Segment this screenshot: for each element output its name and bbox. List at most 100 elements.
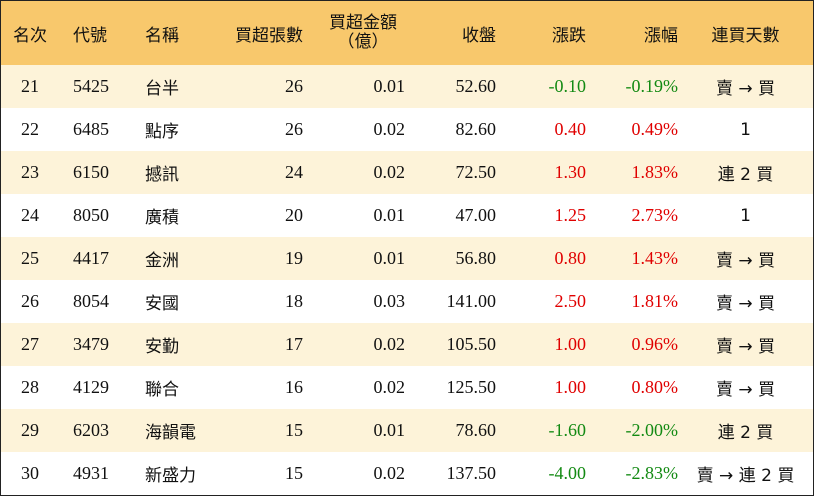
lots-cell: 26 [285,119,303,139]
table-row: 27 3479 安勤 17 0.02 105.50 1.00 0.96% 賣 → 買 [1,323,813,366]
name-cell: 撼訊 [145,165,179,185]
table-row: 22 6485 點序 26 0.02 82.60 0.40 0.49% 1 [1,108,813,151]
code-cell: 5425 [73,76,109,96]
change-cell: -0.10 [548,76,587,96]
lots-cell: 24 [285,162,303,182]
close-cell: 78.60 [455,420,497,440]
amount-cell: 0.01 [373,420,406,440]
close-cell: 105.50 [446,334,497,354]
close-cell: 56.80 [455,248,497,268]
table-header: 名次 代號 名稱 買超張數 買超金額 （億） 收盤 漲跌 漲幅 連買天數 [1,1,813,65]
pct-cell: 1.83% [631,162,679,182]
lots-cell: 15 [285,420,303,440]
close-cell: 52.60 [455,76,497,96]
rank-cell: 21 [21,76,39,96]
pct-cell: -2.00% [625,420,679,440]
change-cell: -4.00 [548,463,587,483]
amount-cell: 0.02 [373,162,406,182]
header-code: 代號 [73,25,107,46]
pct-cell: 2.73% [631,205,679,225]
pct-cell: -0.19% [625,76,679,96]
header-net-buy-lots: 買超張數 [235,25,303,46]
pct-cell: 1.43% [631,248,679,268]
table-row: 30 4931 新盛力 15 0.02 137.50 -4.00 -2.83% 賣 → 連 2 … [1,452,813,495]
amount-cell: 0.01 [373,248,406,268]
code-cell: 6150 [73,162,109,182]
streak-cell: 賣 → 買 [715,337,776,357]
rank-cell: 26 [21,291,39,311]
pct-cell: -2.83% [625,463,679,483]
name-cell: 台半 [145,79,179,99]
pct-cell: 0.96% [631,334,679,354]
name-cell: 廣積 [145,208,179,228]
header-streak: 連買天數 [711,25,780,46]
name-cell: 金洲 [145,251,179,271]
header-amount-unit: （億） [337,32,389,52]
header-name: 名稱 [145,25,179,46]
table-row: 26 8054 安國 18 0.03 141.00 2.50 1.81% 賣 → 買 [1,280,813,323]
change-cell: 1.25 [554,205,587,225]
code-cell: 6203 [73,420,109,440]
pct-cell: 0.80% [631,377,679,397]
name-cell: 海韻電 [145,423,196,443]
code-cell: 4931 [73,463,109,483]
header-change-pct: 漲幅 [644,25,678,46]
amount-cell: 0.02 [373,119,406,139]
lots-cell: 18 [285,291,303,311]
lots-cell: 17 [285,334,303,354]
code-cell: 8054 [73,291,109,311]
amount-cell: 0.02 [373,377,406,397]
table-row: 23 6150 撼訊 24 0.02 72.50 1.30 1.83% 連 2 買 [1,151,813,194]
code-cell: 6485 [73,119,109,139]
change-cell: 1.00 [554,334,587,354]
name-cell: 安國 [145,294,179,314]
code-cell: 4129 [73,377,109,397]
name-cell: 安勤 [145,337,179,357]
streak-cell: 賣 → 買 [715,294,776,314]
header-amount-label: 買超金額 [329,13,397,33]
rank-cell: 24 [21,205,39,225]
close-cell: 82.60 [455,119,497,139]
streak-cell: 賣 → 買 [715,380,776,400]
name-cell: 新盛力 [145,466,196,486]
lots-cell: 20 [285,205,303,225]
change-cell: 2.50 [554,291,587,311]
table-row: 21 5425 台半 26 0.01 52.60 -0.10 -0.19% 賣 → 買 [1,65,813,108]
streak-cell: 連 2 買 [717,165,774,185]
rank-cell: 29 [21,420,39,440]
header-net-buy-amount: 買超金額 （億） [303,14,405,52]
amount-cell: 0.02 [373,334,406,354]
header-rank: 名次 [13,25,47,46]
change-cell: 1.00 [554,377,587,397]
code-cell: 4417 [73,248,109,268]
change-cell: 0.40 [554,119,587,139]
table-row: 28 4129 聯合 16 0.02 125.50 1.00 0.80% 賣 → 買 [1,366,813,409]
amount-cell: 0.02 [373,463,406,483]
pct-cell: 1.81% [631,291,679,311]
amount-cell: 0.01 [373,76,406,96]
table-row: 24 8050 廣積 20 0.01 47.00 1.25 2.73% 1 [1,194,813,237]
change-cell: 0.80 [554,248,587,268]
close-cell: 72.50 [455,162,497,182]
name-cell: 聯合 [145,380,179,400]
rank-cell: 23 [21,162,39,182]
rank-cell: 27 [21,334,39,354]
header-change: 漲跌 [552,25,586,46]
lots-cell: 15 [285,463,303,483]
rank-cell: 28 [21,377,39,397]
rank-cell: 30 [21,463,39,483]
code-cell: 8050 [73,205,109,225]
streak-cell: 賣 → 買 [715,251,776,271]
close-cell: 141.00 [446,291,497,311]
name-cell: 點序 [145,122,179,142]
code-cell: 3479 [73,334,109,354]
table-row: 29 6203 海韻電 15 0.01 78.60 -1.60 -2.00% 連 2 買 [1,409,813,452]
rank-cell: 25 [21,248,39,268]
change-cell: 1.30 [554,162,587,182]
streak-cell: 賣 → 買 [715,79,776,99]
close-cell: 47.00 [455,205,497,225]
pct-cell: 0.49% [631,119,679,139]
close-cell: 125.50 [446,377,497,397]
header-close: 收盤 [462,25,496,46]
